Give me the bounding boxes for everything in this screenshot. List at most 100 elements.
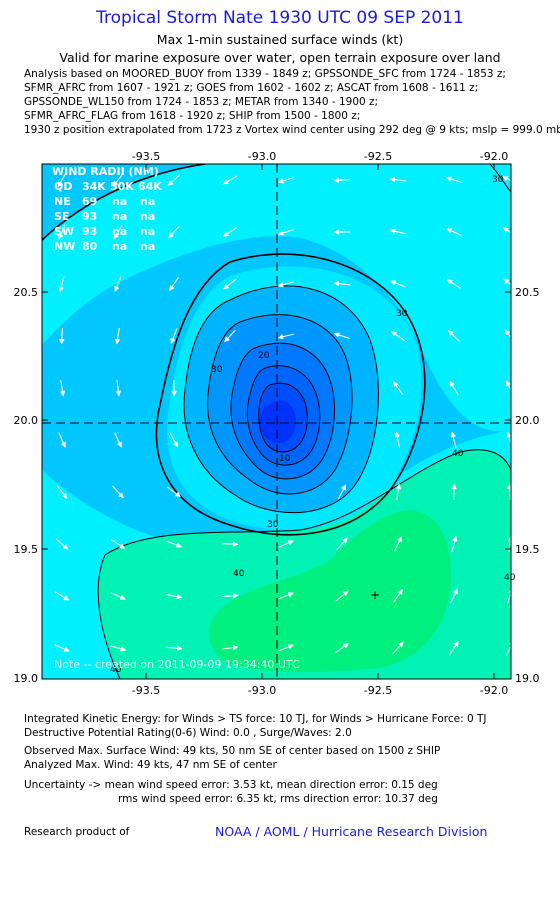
wind-vector-arrow: [58, 276, 65, 293]
axis-tick-labels: -93.5 -93.0 -92.5 -92.0 -93.5 -93.0 -92.…: [14, 150, 540, 697]
contour-labels: 10 20 30 30 30 40 40 40 40 30: [110, 175, 516, 675]
wind-vector-arrow: [114, 432, 122, 448]
analyzed-max-line: Analyzed Max. Wind: 49 kts, 47 nm SE of …: [24, 759, 277, 771]
wind-vector-arrow: [503, 278, 511, 286]
wind-vector-arrow: [221, 593, 239, 599]
wind-vector-arrow: [278, 644, 294, 652]
wind-vectors: [54, 172, 511, 656]
wind-vector-arrow: [112, 173, 124, 187]
wind-vector-arrow: [110, 592, 126, 600]
x-tick-label: -92.0: [480, 150, 508, 163]
wind-vector-arrow: [333, 280, 351, 287]
x-tick-label: -92.5: [364, 684, 392, 697]
wind-radii-quadrant: NE: [54, 195, 71, 208]
analysis-line-3: GPSSONDE_WL150 from 1724 - 1853 z; METAR…: [24, 96, 379, 108]
wind-vector-arrow: [222, 644, 239, 651]
uncertainty-rms-line: rms wind speed error: 6.35 kt, rms direc…: [118, 793, 438, 805]
wind-vector-arrow: [335, 590, 349, 602]
ike-line: Integrated Kinetic Energy: for Winds > T…: [24, 713, 487, 725]
x-tick-label: -93.5: [132, 684, 160, 697]
contour-label: 30: [211, 365, 223, 375]
noaa-credit: NOAA / AOML / Hurricane Research Divisio…: [215, 824, 488, 839]
contour-label: 10: [279, 454, 291, 464]
contour-lines: [42, 164, 511, 679]
wind-vector-arrow: [502, 227, 511, 234]
wind-vector-arrow: [333, 332, 350, 339]
wind-vector-arrow: [278, 540, 294, 548]
wind-radii-title: WIND RADII (NM): [52, 165, 159, 178]
wind-vector-arrow: [450, 588, 458, 604]
wind-vector-arrow: [336, 537, 348, 551]
wind-vector-arrow: [222, 175, 238, 185]
wind-vector-arrow: [505, 380, 511, 392]
y-tick-label: 19.5: [14, 543, 39, 556]
wind-vector-arrow: [337, 484, 347, 500]
contour-label: 40: [233, 569, 245, 579]
wind-vector-arrow: [502, 176, 511, 182]
wind-vector-arrow: [110, 539, 126, 549]
research-label: Research product of: [24, 826, 130, 838]
wind-radii-value: na: [140, 240, 155, 253]
wind-radii-quadrant: SE: [54, 210, 69, 223]
wind-vector-arrow: [59, 380, 66, 397]
wind-vector-arrow: [507, 587, 511, 604]
wind-radii-value: 69: [82, 195, 97, 208]
contour-label: 40: [504, 573, 516, 583]
wind-radii-value: na: [112, 195, 127, 208]
position-line: 1930 z position extrapolated from 1723 z…: [24, 124, 560, 136]
green-fill-inner: [209, 510, 451, 673]
wind-vector-arrow: [278, 592, 294, 600]
contour-label: 30: [396, 309, 408, 319]
contour-5-fill: [260, 400, 297, 443]
chart-title: Tropical Storm Nate 1930 UTC 09 SEP 2011: [96, 8, 464, 28]
center-crosshair: [42, 164, 511, 679]
chart-subtitle: Max 1-min sustained surface winds (kt): [156, 32, 404, 47]
analysis-line-4: SFMR_AFRC_FLAG from 1618 - 1920 z; SHIP …: [24, 110, 361, 122]
wind-vector-arrow: [451, 535, 458, 552]
wind-vector-arrow: [170, 328, 178, 345]
wind-radii-value: na: [140, 195, 155, 208]
wind-radii-header-64k: 64K: [138, 180, 162, 193]
wind-vector-arrow: [504, 329, 511, 339]
wind-radii-value: na: [112, 240, 127, 253]
wind-vector-arrow: [395, 483, 402, 500]
wind-radii-quadrant: NW: [54, 240, 75, 253]
wind-vector-arrow: [392, 641, 404, 655]
wind-vector-arrow: [114, 328, 121, 345]
valid-line: Valid for marine exposure over water, op…: [59, 50, 501, 65]
y-tick-label: 20.0: [14, 414, 39, 427]
y-tick-label: 19.5: [515, 543, 540, 556]
contour-line-northwest: [42, 164, 206, 241]
wind-vector-arrow: [277, 281, 294, 288]
contour-line-30-outer: [155, 253, 426, 536]
y-tick-label: 20.0: [515, 414, 540, 427]
wind-vector-arrow: [447, 330, 461, 342]
wind-vector-arrow: [277, 333, 294, 340]
wind-vector-arrow: [221, 541, 239, 547]
wind-vector-arrow: [165, 645, 183, 652]
wind-vector-arrow: [277, 177, 294, 184]
wind-vector-arrow: [507, 483, 511, 501]
contour-label: 20: [258, 351, 270, 361]
wind-vector-arrow: [335, 642, 349, 654]
wind-radii-value: 93: [82, 225, 97, 238]
uncertainty-mean-line: Uncertainty -> mean wind speed error: 3.…: [24, 779, 438, 791]
axis-ticks: [42, 164, 511, 679]
analysis-line-1: Analysis based on MOORED_BUOY from 1339 …: [24, 68, 506, 80]
y-tick-label: 19.0: [515, 672, 540, 685]
wind-vector-arrow: [166, 593, 183, 600]
x-tick-label: -92.5: [364, 150, 392, 163]
contour-line-inner-2: [207, 314, 353, 495]
y-tick-label: 20.5: [515, 286, 540, 299]
wind-vector-arrow: [449, 380, 459, 396]
wind-vector-arrow: [445, 176, 462, 183]
wind-radii-value: 80: [82, 240, 98, 253]
wind-vector-arrow: [223, 278, 237, 290]
wind-vector-arrow: [506, 640, 511, 656]
wind-vector-arrow: [390, 330, 405, 342]
wind-vector-arrow: [389, 176, 406, 183]
plot-frame: [41, 163, 512, 680]
wind-vector-arrow: [58, 432, 66, 448]
contour-line-east: [489, 164, 511, 193]
x-tick-label: -93.5: [132, 150, 160, 163]
